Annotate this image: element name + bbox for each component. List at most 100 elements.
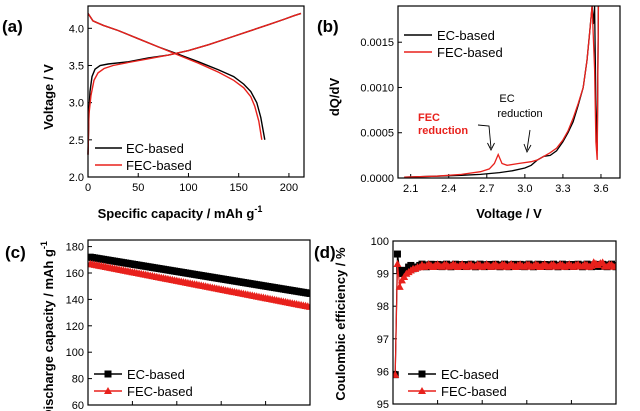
panel-label-b: (b) bbox=[317, 17, 339, 36]
data-point-fec bbox=[395, 282, 404, 290]
legend-label-fec: FEC-based bbox=[126, 158, 192, 173]
data-point-fec bbox=[393, 259, 402, 268]
data-point-ec bbox=[306, 289, 310, 297]
x-tick-label: 3.6 bbox=[593, 183, 608, 195]
y-tick-label: 96 bbox=[377, 366, 389, 378]
axis-label-y: Coulombic efficiency / % bbox=[333, 247, 348, 401]
y-tick-label: 0.0010 bbox=[360, 82, 394, 94]
axis-label-x: Specific capacity / mAh g-1 bbox=[98, 204, 263, 221]
plot-frame-b bbox=[397, 5, 621, 179]
plot-area-d: 95 96 97 98 99 100 bbox=[371, 236, 616, 411]
y-tick-label: 98 bbox=[377, 301, 389, 313]
plot-area-a: 0 50 100 150 200 2.0 2.5 3.0 3.5 4.0 bbox=[69, 12, 302, 194]
panel-d-coulombic-efficiency: (d) Coulombic efficiency / % 95 96 97 98 99 1… bbox=[314, 236, 617, 411]
legend-marker-fec bbox=[418, 387, 426, 394]
plot-frame-c bbox=[87, 239, 311, 406]
y-tick-label: 60 bbox=[72, 400, 84, 411]
axis-label-y: Voltage / V bbox=[41, 64, 56, 130]
y-tick-label: 140 bbox=[66, 294, 84, 306]
legend-label-fec: FEC-based bbox=[127, 384, 193, 399]
data-point-fec bbox=[612, 261, 616, 270]
annotation-ec-line1: EC bbox=[499, 93, 514, 105]
legend-marker-ec bbox=[418, 370, 426, 378]
y-tick-label: 4.0 bbox=[69, 23, 84, 35]
panel-a-voltage-profile: (a) Voltage / V Specific capacity / mAh … bbox=[2, 5, 305, 221]
legend-label-ec: EC-based bbox=[441, 367, 499, 382]
x-tick-label: 50 bbox=[132, 182, 144, 194]
series-ec-line bbox=[394, 253, 616, 375]
y-tick-label: 97 bbox=[377, 334, 389, 346]
markers-d bbox=[393, 250, 616, 379]
axis-label-x: Voltage / V bbox=[476, 206, 542, 221]
x-tick-label: 100 bbox=[179, 182, 197, 194]
y-tick-label: 0.0005 bbox=[360, 128, 394, 140]
annotation-arrowhead-fec bbox=[487, 142, 495, 152]
annotation-ec-line2: reduction bbox=[497, 108, 542, 120]
x-tick-label: 200 bbox=[280, 182, 298, 194]
panel-b-dqdv: (b) dQ/dV Voltage / V 2.1 2.4 2.7 3.0 3.3 3.6… bbox=[317, 5, 621, 221]
annotation-fec-line1: FEC bbox=[418, 112, 440, 124]
y-tick-label: 100 bbox=[66, 347, 84, 359]
series-fec-line bbox=[394, 261, 616, 375]
legend-d: EC-based FEC-based bbox=[408, 367, 507, 399]
legend-marker-ec bbox=[104, 370, 112, 378]
data-point-fec bbox=[393, 370, 400, 378]
plot-area-c: 60 80 100 120 140 160 180 bbox=[66, 242, 310, 411]
y-tick-label: 180 bbox=[66, 242, 84, 254]
x-tick-label: 2.1 bbox=[403, 183, 418, 195]
series-fec-discharge-line bbox=[87, 13, 263, 140]
y-tick-label: 2.5 bbox=[69, 135, 84, 147]
panel-label-d: (d) bbox=[314, 243, 336, 262]
x-tick-label: 3.3 bbox=[555, 183, 570, 195]
series-ec-line bbox=[404, 6, 600, 178]
annotation-arrowhead-ec bbox=[523, 143, 532, 154]
annotation-arrow-fec bbox=[477, 124, 492, 149]
x-tick-label: 3.0 bbox=[517, 183, 532, 195]
x-tick-label: 2.4 bbox=[441, 183, 456, 195]
markers-c bbox=[88, 253, 310, 310]
y-tick-label: 3.0 bbox=[69, 98, 84, 110]
panel-label-a: (a) bbox=[2, 17, 23, 36]
plot-frame-d bbox=[392, 240, 617, 405]
y-tick-label: 160 bbox=[66, 268, 84, 280]
panel-c-discharge-capacity: (c) Discharge capacity / mAh g-1 60 80 100… bbox=[5, 239, 311, 411]
legend-label-ec: EC-based bbox=[437, 28, 495, 43]
data-point-fec bbox=[306, 302, 310, 310]
legend-marker-fec bbox=[104, 387, 112, 394]
legend-label-fec: FEC-based bbox=[437, 45, 503, 60]
y-tick-label: 80 bbox=[72, 374, 84, 386]
legend-label-ec: EC-based bbox=[127, 367, 185, 382]
legend-label-ec: EC-based bbox=[126, 141, 184, 156]
y-tick-label: 99 bbox=[377, 269, 389, 281]
legend-a: EC-based FEC-based bbox=[95, 141, 192, 173]
y-tick-label: 0.0015 bbox=[360, 37, 394, 49]
series-ec-discharge-line bbox=[87, 13, 266, 140]
x-tick-label: 0 bbox=[85, 182, 91, 194]
x-tick-label: 150 bbox=[230, 182, 248, 194]
annotation-ec-reduction: EC reduction bbox=[497, 93, 543, 154]
y-tick-label: 2.0 bbox=[69, 172, 84, 184]
plot-area-b: 2.1 2.4 2.7 3.0 3.3 3.6 0.0000 0.0005 0.0010 0.00… bbox=[360, 6, 609, 195]
y-tick-label: 3.5 bbox=[69, 60, 84, 72]
plot-frame-a bbox=[87, 5, 305, 178]
series-lines-b bbox=[404, 6, 600, 178]
legend-b: EC-based FEC-based bbox=[404, 28, 503, 60]
annotation-fec-line2: reduction bbox=[418, 125, 468, 137]
annotation-fec-reduction: FEC reduction bbox=[418, 112, 495, 152]
y-tick-label: 100 bbox=[371, 236, 389, 248]
data-point-ec bbox=[393, 250, 401, 258]
y-tick-label: 95 bbox=[377, 399, 389, 411]
series-fec-charge-line bbox=[87, 12, 302, 155]
legend-label-fec: FEC-based bbox=[441, 384, 507, 399]
panel-label-c: (c) bbox=[5, 243, 26, 262]
y-tick-label: 120 bbox=[66, 321, 84, 333]
annotation-arrow-ec bbox=[526, 129, 531, 151]
axis-label-y: dQ/dV bbox=[327, 78, 342, 117]
series-ec-charge-line bbox=[87, 12, 302, 155]
y-tick-label: 0.0000 bbox=[360, 173, 394, 185]
x-tick-label: 2.7 bbox=[479, 183, 494, 195]
series-fec-line bbox=[404, 6, 600, 178]
legend-c: EC-based FEC-based bbox=[94, 367, 193, 399]
axis-label-y: Discharge capacity / mAh g-1 bbox=[39, 241, 56, 411]
